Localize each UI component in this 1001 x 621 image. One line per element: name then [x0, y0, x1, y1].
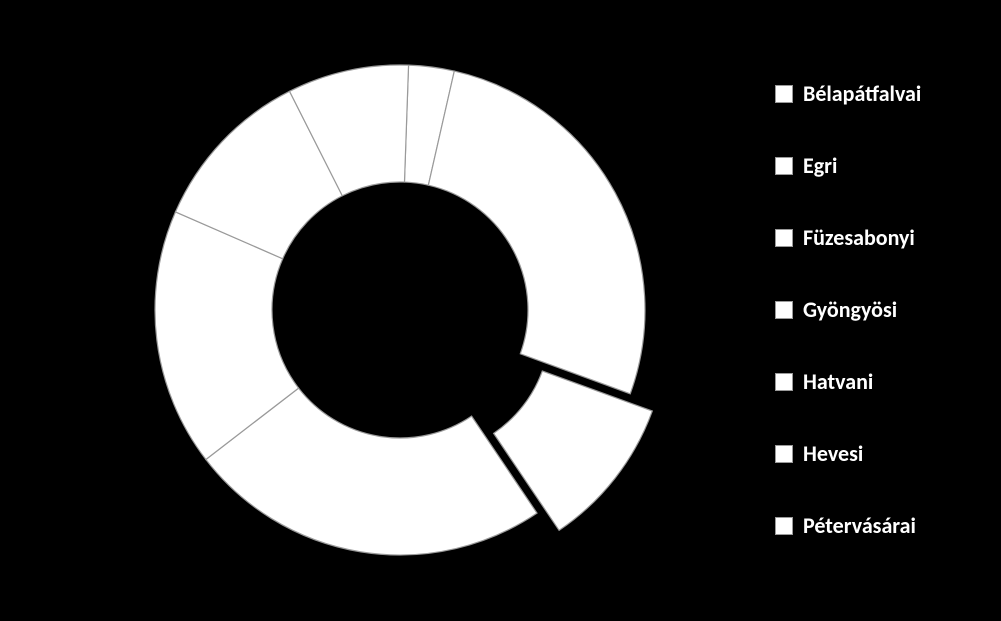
legend-swatch-icon — [775, 157, 793, 175]
legend-item: Hatvani — [775, 368, 985, 395]
legend-item: Gyöngyösi — [775, 296, 985, 323]
donut-svg — [50, 10, 750, 610]
legend-label: Pétervásárai — [803, 512, 916, 539]
legend-item: Hevesi — [775, 440, 985, 467]
legend-swatch-icon — [775, 85, 793, 103]
legend-swatch-icon — [775, 517, 793, 535]
donut-slice — [428, 71, 645, 394]
legend-label: Gyöngyösi — [803, 296, 897, 323]
legend-swatch-icon — [775, 445, 793, 463]
legend-item: Pétervásárai — [775, 512, 985, 539]
legend-item: Bélapátfalvai — [775, 80, 985, 107]
legend-swatch-icon — [775, 373, 793, 391]
donut-chart — [50, 10, 750, 610]
legend-swatch-icon — [775, 229, 793, 247]
legend-item: Egri — [775, 152, 985, 179]
legend-item: Füzesabonyi — [775, 224, 985, 251]
legend-label: Hatvani — [803, 368, 873, 395]
chart-stage: Bélapátfalvai Egri Füzesabonyi Gyöngyösi Hat… — [0, 0, 1001, 621]
chart-legend: Bélapátfalvai Egri Füzesabonyi Gyöngyösi Hat… — [775, 80, 985, 584]
legend-label: Füzesabonyi — [803, 224, 915, 251]
legend-label: Bélapátfalvai — [803, 80, 921, 107]
legend-swatch-icon — [775, 301, 793, 319]
legend-label: Hevesi — [803, 440, 863, 467]
legend-label: Egri — [803, 152, 837, 179]
